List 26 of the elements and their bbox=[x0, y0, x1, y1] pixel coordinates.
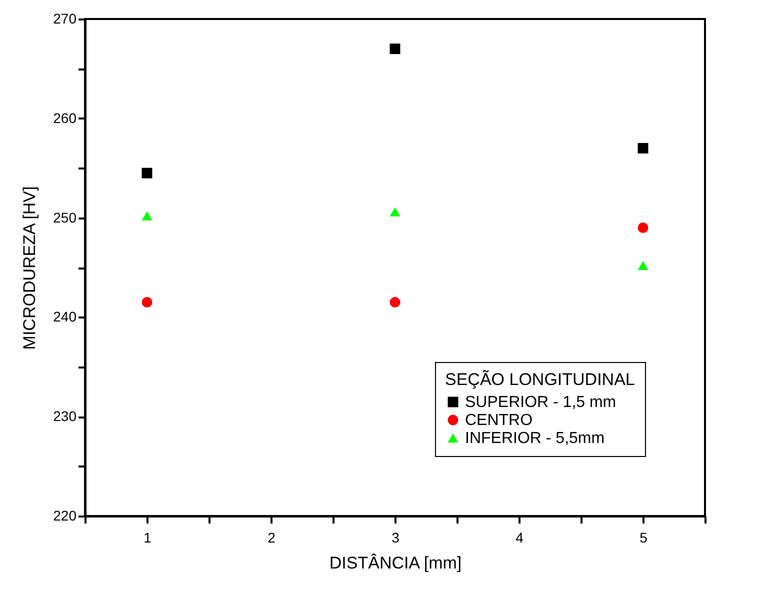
point bbox=[142, 297, 152, 308]
point bbox=[142, 211, 152, 220]
point bbox=[638, 222, 648, 233]
x-tick-label: 1 bbox=[144, 530, 152, 546]
y-tick-label: 260 bbox=[53, 110, 77, 126]
x-tick-label: 3 bbox=[392, 530, 400, 546]
x-tick-label: 4 bbox=[516, 530, 524, 546]
point bbox=[390, 44, 400, 54]
x-tick-label: 2 bbox=[268, 530, 276, 546]
point bbox=[390, 297, 400, 308]
point bbox=[638, 260, 648, 270]
y-tick-label: 240 bbox=[53, 308, 77, 325]
legend-label: INFERIOR - 5,5mm bbox=[465, 430, 605, 447]
y-tick-label: 250 bbox=[53, 209, 77, 226]
y-tick-label: 220 bbox=[53, 508, 77, 524]
y-tick-label: 270 bbox=[53, 10, 77, 26]
legend-title: SEÇÃO LONGITUDINAL bbox=[445, 370, 635, 389]
point bbox=[638, 142, 648, 154]
point bbox=[390, 207, 400, 216]
legend-label: SUPERIOR - 1,5 mm bbox=[465, 394, 616, 411]
legend-label: CENTRO bbox=[465, 412, 533, 429]
x-tick-label: 5 bbox=[640, 530, 648, 546]
x-axis-title: DISTÂNCIA [mm] bbox=[329, 554, 462, 572]
y-axis-title: MICRODUREZA [HV] bbox=[20, 186, 40, 350]
point bbox=[142, 168, 152, 178]
y-tick-label: 230 bbox=[53, 408, 77, 424]
